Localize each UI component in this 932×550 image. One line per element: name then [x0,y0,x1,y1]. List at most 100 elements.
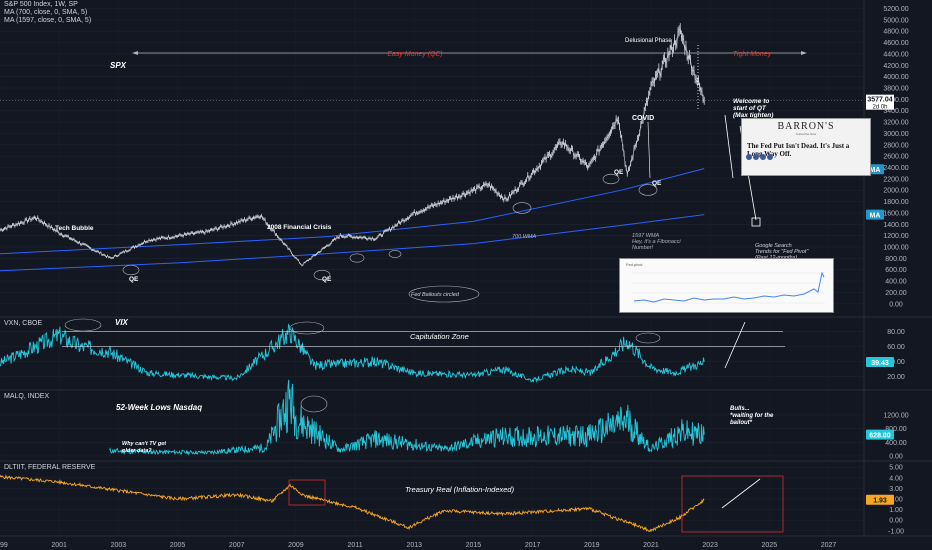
bailout-circle [512,202,532,214]
vix-spike-circle [289,321,325,335]
tv-question-label: older data? [122,448,152,454]
legend-ma700: MA (700, close, 0, SMA, 5) [4,9,88,16]
malq-axis-tick-label: 1200.00 [883,413,908,420]
google-trend-line [633,271,825,303]
qe-label: QE [322,276,332,283]
covid-label: COVID [632,115,654,122]
tv-question-label: Why can't TV get [122,441,167,447]
barrons-logo: BARRON'S [777,121,835,132]
wma700-label: 700 WMA [512,234,536,240]
spx-candles [0,23,705,267]
vxn-axis-tick-label: 60.00 [887,344,905,351]
barrons-headline-1: The Fed Put Isn't Dead. It's Just a [747,142,850,150]
google-trends-image: Fed pivot [619,258,834,313]
spx-axis-tick-label: 2200.00 [883,176,908,183]
malq-axis-tick-label: 800.00 [885,426,907,433]
dltiit-badge: 1.93 [873,498,887,505]
malq-badge-bg [866,429,894,440]
vxn-axis-tick-label: 80.00 [887,329,905,336]
bailout-circle [638,184,658,196]
spx-axis-tick-label: 0.00 [889,301,903,308]
malq-line [109,379,705,456]
spx-axis-tick-label: 2800.00 [883,142,908,149]
arrow-head-right [801,51,807,55]
x-axis-label: 2003 [111,542,127,549]
spx-axis-tick-label: 5200.00 [883,6,908,13]
legend-spx: S&P 500 Index, 1W, SP [4,1,78,8]
bailout-circle [602,173,620,185]
spx-price-line [0,27,705,266]
price-badge-value: 3577.04 [867,97,892,104]
spx-axis-tick-label: 5000.00 [883,17,908,24]
tech-bubble-label: Tech Bubble [55,225,94,232]
spx-axis-tick-label: 2400.00 [883,165,908,172]
x-axis-label: 2021 [643,542,659,549]
vix-label: VIX [115,318,129,327]
dltiit-badge-bg [866,494,894,505]
spx-axis-tick-label: 2600.00 [883,154,908,161]
gfc-label: 2008 Financial Crisis [267,224,332,231]
spx-axis-tick-label: 4400.00 [883,51,908,58]
spx-axis-tick-label: 4000.00 [883,74,908,81]
arrow-head-left [132,51,138,55]
gfc-red-box [288,479,326,506]
bailout-circle [313,269,331,281]
qe-label: QE [652,180,662,187]
spx-axis-tick-label: 3800.00 [883,86,908,93]
x-axis-label: 2023 [702,542,718,549]
treasury-label: Treasury Real (Inflation-Indexed) [405,485,515,494]
easy-money-label: Easy Money (QE) [387,51,442,58]
dltiit-axis-tick-label: 4.00 [889,475,903,482]
spx-axis-tick-label: 3000.00 [883,131,908,138]
x-axis-label: 2025 [762,542,778,549]
malq-spike-circle [300,395,328,413]
x-axis-label: 2005 [170,542,186,549]
dltiit-axis-tick-label: 5.00 [889,465,903,472]
current-red-box [681,475,784,533]
x-axis-label: 2009 [288,542,304,549]
barrons-subscribe: Subscribe Now [795,132,817,136]
bailout-circle [349,253,365,263]
vxn-badge: 39.43 [871,360,889,367]
dltiit-axis-tick-label: 0.00 [889,518,903,525]
google-search-label: Trends for "Fed Pivot" [755,249,809,255]
x-axis-label: 2015 [466,542,482,549]
ma1597-badge-bg [866,209,884,220]
x-axis-label: 2001 [51,542,67,549]
spx-axis-tick-label: 1600.00 [883,210,908,217]
google-search-label: Google Search [755,243,792,249]
vxn-axis-tick-label: 40.00 [887,359,905,366]
qe-label: QE [129,276,139,283]
bulls-label: *waiting for the [730,413,774,419]
spx-axis-tick-label: 3200.00 [883,120,908,127]
malq-badge: 628.00 [869,433,891,440]
welcome-qt-label: (Max tighten) [733,112,773,119]
vxn-up-arrow [724,321,746,369]
dltiit-axis-tick-label: -1.00 [888,528,904,535]
vix-spike-circle [635,332,661,344]
legend-ma1597: MA (1597, close, 0, SMA, 5) [4,17,92,24]
spx-axis-tick-label: 4200.00 [883,63,908,70]
spx-axis-tick-label: 2000.00 [883,188,908,195]
x-axis-label: 2007 [229,542,245,549]
bailout-circle [122,264,140,276]
spx-axis-tick-label: 800.00 [885,256,907,263]
bulls-label: bailout* [730,420,753,426]
spx-axis-tick-label: 1400.00 [883,222,908,229]
dltiit-up-arrow [721,478,761,509]
google-trend-chart: Fed pivot [626,262,825,304]
delusional-phase-label: Delusional Phase [625,38,672,44]
x-axis-label: 2013 [406,542,422,549]
x-axis-label: 2019 [584,542,600,549]
legend-dltiit: DLTIIT, FEDERAL RESERVE [4,464,96,471]
spx-title: SPX [110,61,127,70]
price-badge-countdown: 2d 0h [872,105,887,111]
covid-pointer [647,121,651,179]
share-icons [746,147,774,165]
lows-label: 52-Week Lows Nasdaq [116,403,202,412]
flag-icon [751,217,761,227]
spx-axis-tick-label: 400.00 [885,279,907,286]
x-axis-label: 2017 [525,542,541,549]
fed-bailouts-label: Fed Bailouts circled [411,292,460,298]
